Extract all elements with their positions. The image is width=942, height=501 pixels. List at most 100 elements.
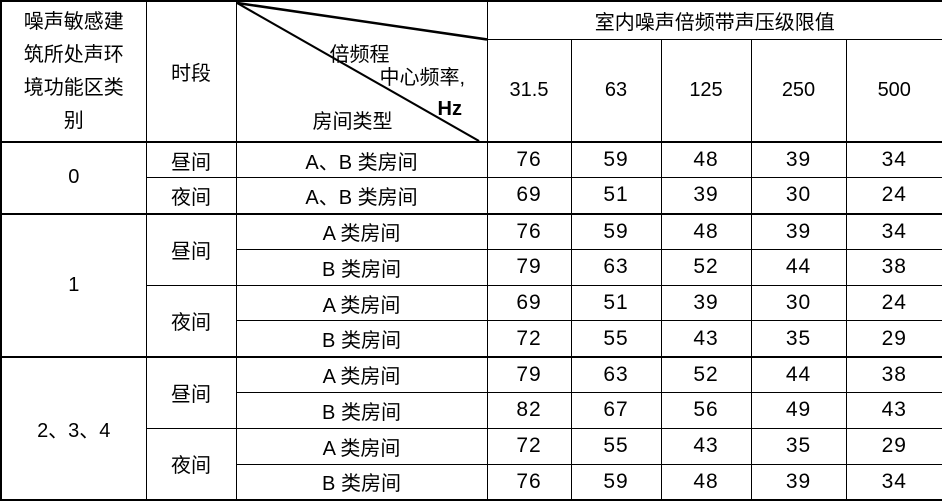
period-cell: 昼间 [145, 355, 237, 429]
value-cell: 48 [660, 141, 752, 179]
value-cell: 82 [486, 392, 572, 429]
value-cell: 52 [660, 355, 752, 394]
value-cell: 51 [570, 284, 662, 322]
value-cell: 44 [750, 355, 847, 394]
value-cell: 34 [845, 212, 942, 250]
value-cell: 30 [750, 284, 847, 322]
limits-group-header: 室内噪声倍频带声压级限值 [486, 0, 942, 40]
diagonal-header-inner: 倍频程 中心频率, Hz 房间类型 [237, 2, 486, 141]
value-cell: 38 [845, 248, 942, 286]
diagonal-label-center-frequency: 中心频率, [379, 67, 466, 89]
value-cell: 39 [660, 284, 752, 322]
frequency-header-63: 63 [570, 38, 662, 143]
frequency-header-125: 125 [660, 38, 752, 143]
category-cell: 0 [0, 141, 147, 215]
table-row: B 类房间 72 55 43 35 29 [1, 320, 942, 358]
value-cell: 63 [570, 248, 662, 286]
value-cell: 76 [486, 212, 572, 250]
room-type-cell: A 类房间 [235, 427, 488, 465]
table-row: 夜间 A 类房间 69 51 39 30 24 [1, 284, 942, 358]
value-cell: 59 [570, 212, 662, 250]
period-cell: 昼间 [145, 141, 237, 179]
value-cell: 39 [660, 177, 752, 215]
table-body: 0 昼间 A、B 类房间 76 59 48 39 34 夜间 A、B 类房间 69 51 39 30 24 1… [0, 141, 942, 501]
value-cell: 38 [845, 355, 942, 394]
frequency-header-500: 500 [845, 38, 942, 143]
table-row: B 类房间 79 63 52 44 38 [1, 248, 942, 286]
period-cell: 夜间 [145, 284, 237, 358]
value-cell: 76 [486, 463, 572, 501]
value-cell: 43 [845, 392, 942, 429]
header-row-frequencies: 31.5 63 125 250 500 [1, 38, 942, 143]
diagonal-lines [237, 2, 486, 141]
value-cell: 59 [570, 463, 662, 501]
category-column-header: 噪声敏感建筑所处声环境功能区类别 [0, 0, 147, 143]
diagonal-header-cell: 倍频程 中心频率, Hz 房间类型 [235, 0, 488, 143]
room-type-cell: A 类房间 [235, 355, 488, 394]
value-cell: 44 [750, 248, 847, 286]
room-type-cell: A 类房间 [235, 284, 488, 322]
diagonal-label-hz: Hz [437, 98, 462, 120]
room-type-cell: A、B 类房间 [235, 141, 488, 179]
period-cell: 夜间 [145, 177, 237, 215]
table-row: 1 昼间 A 类房间 76 59 48 39 34 [0, 212, 942, 358]
value-cell: 39 [750, 141, 847, 179]
table-row: 夜间 A、B 类房间 69 51 39 30 24 [1, 177, 942, 215]
value-cell: 24 [845, 284, 942, 322]
value-cell: 35 [750, 320, 847, 358]
room-type-cell: B 类房间 [235, 248, 488, 286]
value-cell: 48 [660, 212, 752, 250]
period-column-header: 时段 [145, 0, 237, 143]
value-cell: 56 [660, 392, 752, 429]
frequency-header-250: 250 [750, 38, 847, 143]
room-type-cell: B 类房间 [235, 392, 488, 429]
table-header: 噪声敏感建筑所处声环境功能区类别 时段 倍频程 中心频率, Hz 房间类型 [0, 0, 942, 143]
category-cell: 2、3、4 [0, 355, 147, 501]
value-cell: 52 [660, 248, 752, 286]
value-cell: 67 [570, 392, 662, 429]
value-cell: 79 [486, 355, 572, 394]
value-cell: 43 [660, 320, 752, 358]
value-cell: 59 [570, 141, 662, 179]
table-row: B 类房间 82 67 56 49 43 [1, 392, 942, 429]
value-cell: 69 [486, 177, 572, 215]
room-type-cell: B 类房间 [235, 320, 488, 358]
diagonal-label-octave: 倍频程 [329, 44, 390, 66]
value-cell: 43 [660, 427, 752, 465]
value-cell: 72 [486, 427, 572, 465]
value-cell: 51 [570, 177, 662, 215]
table-row: 2、3、4 昼间 A 类房间 79 63 52 44 38 [0, 355, 942, 501]
value-cell: 55 [570, 320, 662, 358]
value-cell: 39 [750, 463, 847, 501]
table-row: 夜间 A 类房间 72 55 43 35 29 [1, 427, 942, 501]
room-type-cell: A 类房间 [235, 212, 488, 250]
table-row: B 类房间 76 59 48 39 34 [1, 463, 942, 501]
value-cell: 69 [486, 284, 572, 322]
period-cell: 夜间 [145, 427, 237, 501]
category-column-header-text: 噪声敏感建筑所处声环境功能区类别 [23, 10, 124, 132]
frequency-header-31-5: 31.5 [486, 38, 572, 143]
value-cell: 34 [845, 141, 942, 179]
value-cell: 76 [486, 141, 572, 179]
diagonal-label-room-type: 房间类型 [312, 111, 393, 133]
period-cell: 昼间 [145, 212, 237, 286]
category-cell: 1 [0, 212, 147, 358]
value-cell: 39 [750, 212, 847, 250]
value-cell: 79 [486, 248, 572, 286]
value-cell: 30 [750, 177, 847, 215]
value-cell: 55 [570, 427, 662, 465]
value-cell: 49 [750, 392, 847, 429]
value-cell: 72 [486, 320, 572, 358]
room-type-cell: A、B 类房间 [235, 177, 488, 215]
value-cell: 29 [845, 427, 942, 465]
value-cell: 48 [660, 463, 752, 501]
table-row: 0 昼间 A、B 类房间 76 59 48 39 34 [0, 141, 942, 215]
room-type-cell: B 类房间 [235, 463, 488, 501]
value-cell: 24 [845, 177, 942, 215]
value-cell: 35 [750, 427, 847, 465]
header-row-group: 噪声敏感建筑所处声环境功能区类别 时段 倍频程 中心频率, Hz 房间类型 [0, 0, 942, 143]
value-cell: 63 [570, 355, 662, 394]
value-cell: 29 [845, 320, 942, 358]
